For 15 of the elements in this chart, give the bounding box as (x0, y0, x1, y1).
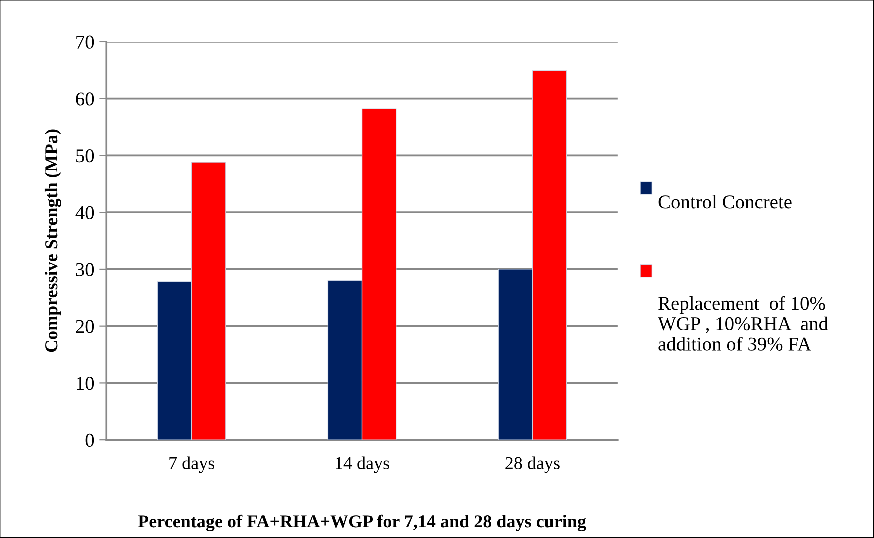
y-tick-label: 40 (76, 206, 94, 220)
x-tick-label: 28 days (506, 456, 560, 474)
y-tick-label: 10 (77, 377, 94, 390)
y-tick-label: 50 (76, 150, 94, 163)
y-axis-title: Compressive Strength (MPa) (44, 130, 62, 352)
x-tick-label: 14 days (336, 456, 390, 474)
y-tick-label: 0 (86, 434, 94, 448)
y-tick-label: 30 (76, 263, 94, 276)
y-tick-label: 20 (76, 320, 94, 334)
legend-label: Control Concrete (658, 195, 792, 209)
legend-label: Replacement of 10% WGP , 10%RHA and addition of 39% FA (658, 296, 828, 351)
x-axis-title: Percentage of FA+RHA+WGP for 7,14 and 28 days curing (138, 514, 586, 532)
x-tick-label: 7 days (170, 456, 215, 474)
y-tick-label: 70 (76, 36, 94, 49)
y-tick-label: 60 (76, 92, 94, 106)
